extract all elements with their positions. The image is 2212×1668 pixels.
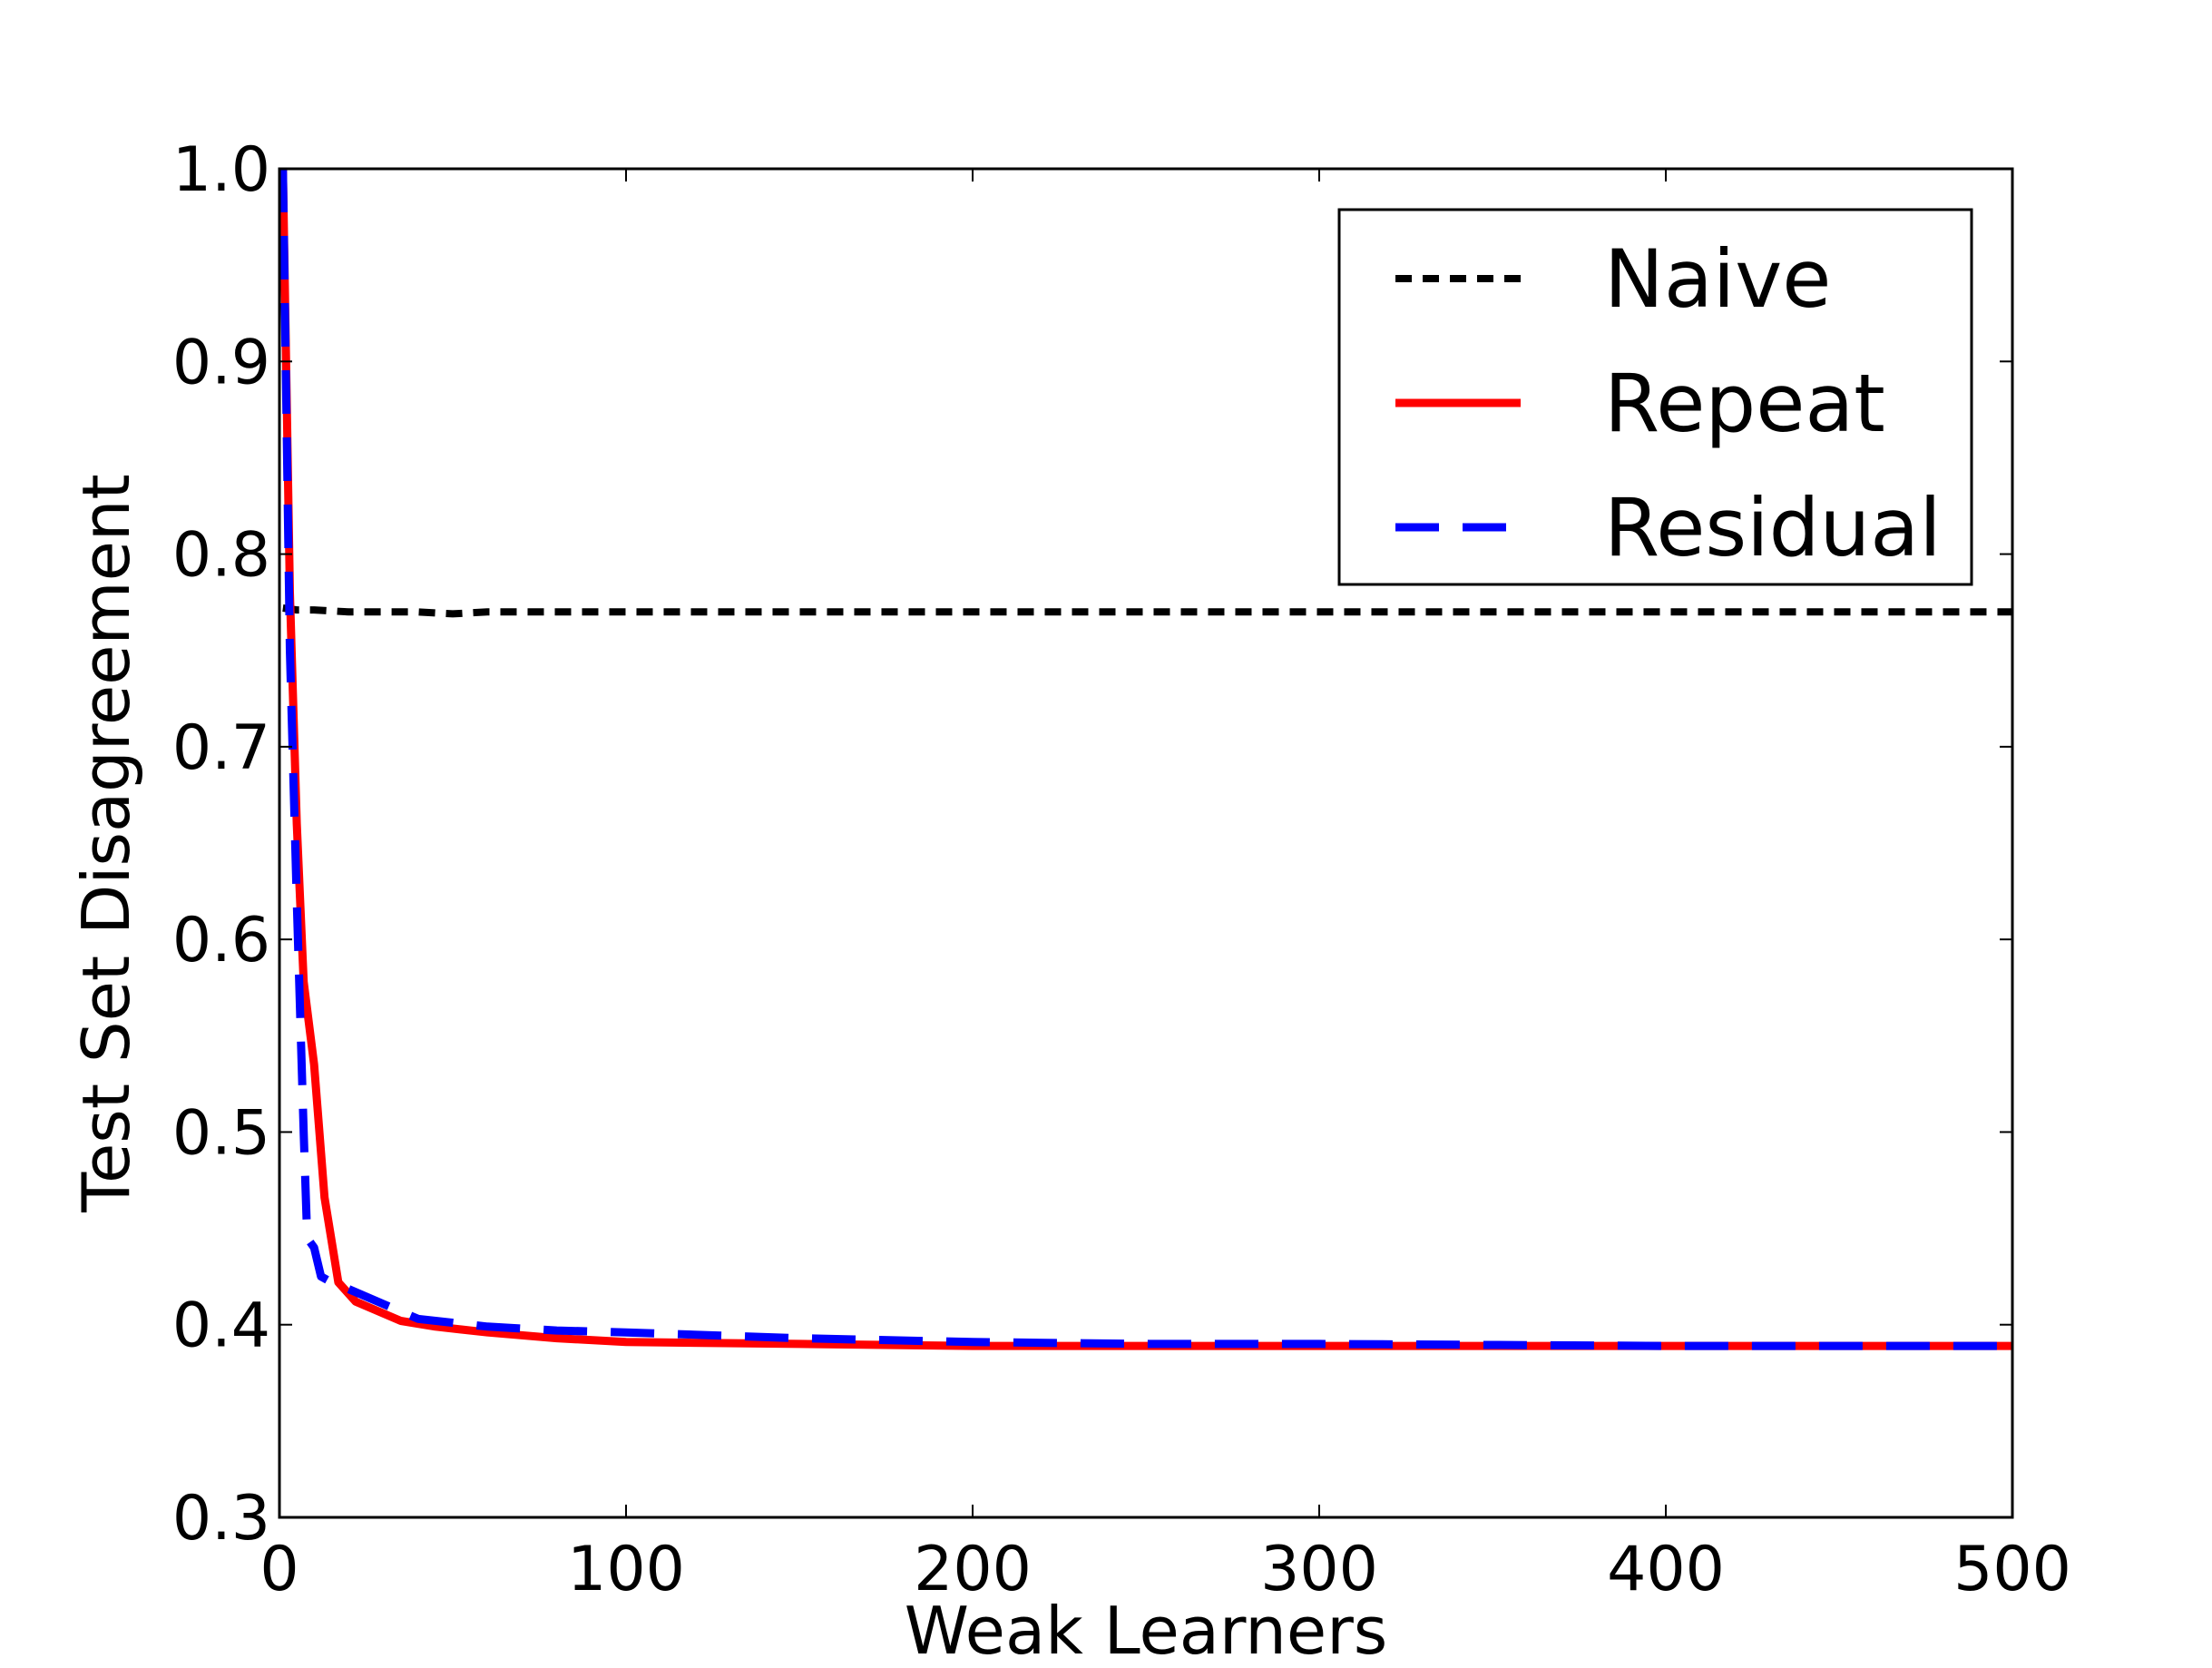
y-tick-label: 0.4 (172, 1290, 270, 1362)
x-tick-label: 500 (1953, 1534, 2071, 1605)
series-line-residual (279, 168, 2012, 1350)
y-axis-label: Test Set Disagreement (68, 474, 144, 1212)
y-tick-label: 0.6 (172, 905, 270, 976)
plot-border (278, 167, 2014, 1519)
x-tick-label: 0 (259, 1534, 299, 1605)
x-tick-label: 300 (1260, 1534, 1378, 1605)
series-line-naive (282, 604, 2012, 618)
y-tick-label: 0.3 (172, 1483, 270, 1555)
series-layer (279, 168, 2012, 1350)
y-tick-label: 0.5 (172, 1097, 270, 1169)
x-axis-label: Weak Learners (905, 1593, 1388, 1668)
plot-frame (278, 167, 2014, 1519)
legend-box (1337, 208, 1973, 586)
x-tick-label: 400 (1607, 1534, 1725, 1605)
legend-label-naive: Naive (1604, 232, 1831, 326)
y-tick-label: 0.7 (172, 712, 270, 784)
y-tick-label: 0.8 (172, 520, 270, 592)
x-tick-label: 100 (567, 1534, 685, 1605)
legend-label-repeat: Repeat (1604, 357, 1885, 450)
legend-label-residual: Residual (1604, 481, 1942, 574)
y-tick-label: 1.0 (172, 134, 270, 206)
x-tick-label: 200 (914, 1534, 1032, 1605)
legend: Naive Repeat Residual (1337, 208, 1973, 586)
axis-ticks: 0 100 200 300 400 500 0.3 0.4 0.5 0.6 0.7 0.8 0.9 1.0 (172, 134, 2071, 1605)
series-line-repeat (279, 168, 2012, 1350)
y-tick-label: 0.9 (172, 327, 270, 398)
